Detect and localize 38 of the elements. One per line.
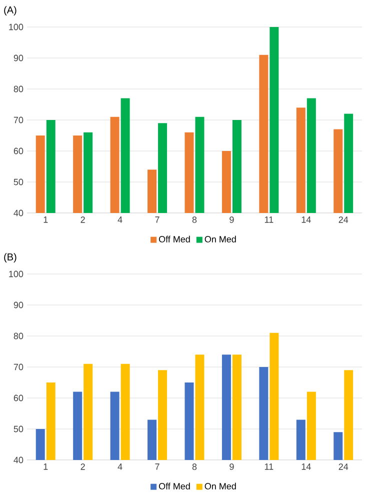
legend-label: Off Med (158, 236, 190, 242)
x-tick-label: 7 (155, 216, 160, 223)
legend-label: On Med (204, 482, 236, 490)
legend-label: On Med (204, 236, 236, 242)
x-tick-label: 7 (155, 464, 160, 470)
y-tick-label: 70 (14, 116, 24, 124)
legend-label: Off Med (158, 482, 190, 490)
x-tick-label: 1 (44, 464, 48, 470)
x-tick-label: 11 (264, 464, 274, 470)
y-tick-label: 40 (14, 210, 24, 216)
x-tick-label: 8 (192, 464, 197, 470)
x-tick-label: 2 (80, 216, 85, 223)
y-tick-label: 90 (14, 302, 24, 308)
x-tick-label: 8 (192, 216, 197, 223)
y-tick-label: 50 (14, 426, 24, 432)
y-tick-label: 40 (14, 456, 24, 464)
y-tick-label: 60 (14, 394, 24, 402)
y-tick-label: 100 (9, 270, 24, 278)
y-tick-label: 70 (14, 364, 24, 370)
chart-title: (B) (4, 253, 16, 262)
x-tick-label: 11 (264, 216, 274, 223)
x-tick-label: 1 (44, 216, 48, 223)
x-tick-label: 9 (230, 464, 234, 470)
x-tick-label: 2 (80, 464, 85, 470)
y-tick-label: 80 (14, 332, 24, 340)
x-tick-label: 14 (302, 216, 311, 223)
y-tick-label: 80 (14, 86, 24, 92)
chart-title: (A) (4, 6, 16, 16)
x-tick-label: 14 (302, 464, 311, 470)
x-tick-label: 4 (118, 216, 122, 223)
y-tick-label: 60 (14, 148, 24, 154)
x-tick-label: 9 (230, 216, 234, 223)
x-tick-label: 24 (338, 216, 348, 223)
y-tick-label: 50 (14, 178, 24, 186)
y-tick-label: 90 (14, 54, 24, 62)
x-tick-label: 4 (118, 464, 122, 470)
x-tick-label: 24 (338, 464, 348, 470)
y-tick-label: 100 (9, 24, 24, 30)
